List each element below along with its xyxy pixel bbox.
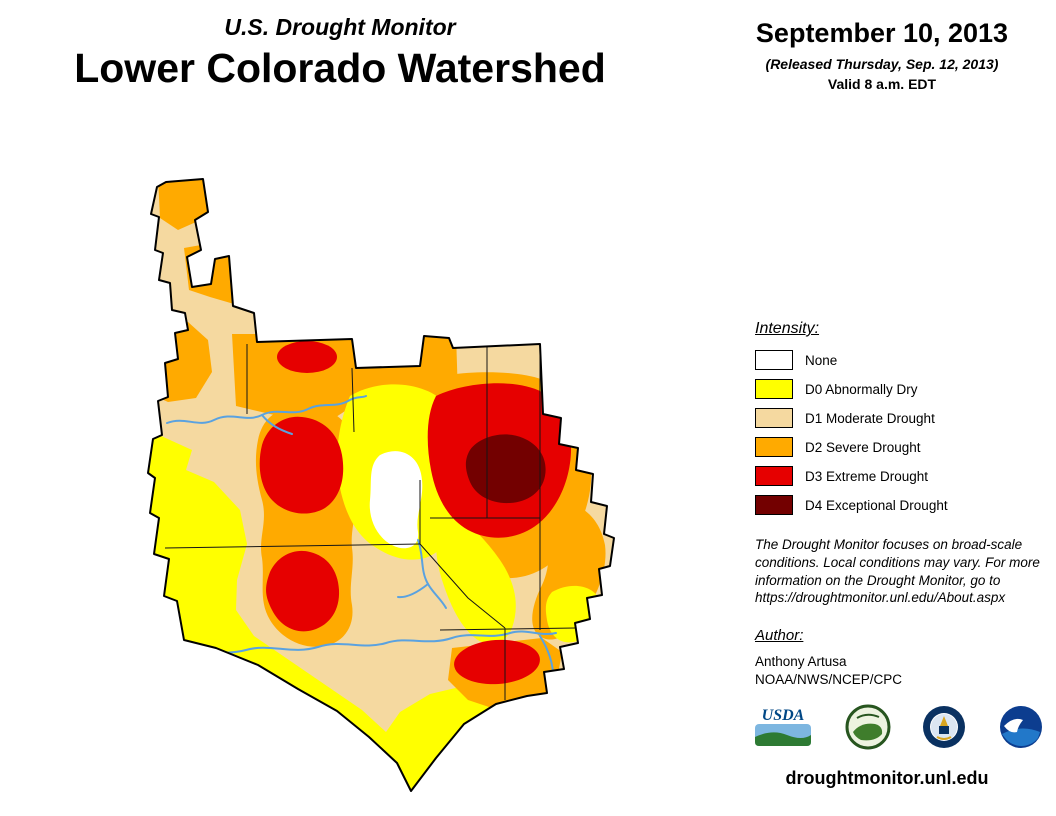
author-org: NOAA/NWS/NCEP/CPC [755,672,903,688]
release-info: (Released Thursday, Sep. 12, 2013) [765,56,999,72]
legend-swatch-d1 [755,408,793,428]
legend-row-d2: D2 Severe Drought [755,437,1047,457]
valid-time: Valid 8 a.m. EDT [827,76,937,92]
usda-logo-text: USDA [762,707,805,724]
legend-swatch-d2 [755,437,793,457]
legend-row-d0: D0 Abnormally Dry [755,379,1047,399]
report-date: September 10, 2013 [755,18,1009,48]
legend-label: D2 Severe Drought [805,439,921,455]
legend-row-d3: D3 Extreme Drought [755,466,1047,486]
legend-row-none: None [755,350,1047,370]
region-title: Lower Colorado Watershed [74,45,606,91]
agency-logos: USDA [752,704,1044,750]
author-block: Author: Anthony Artusa NOAA/NWS/NCEP/CPC [755,627,1045,689]
legend-swatch-d3 [755,466,793,486]
legend-swatch-d0 [755,379,793,399]
legend-swatch-d4 [755,495,793,515]
drought-map [147,178,615,792]
legend-label: D0 Abnormally Dry [805,381,918,397]
ndmc-logo [845,704,891,750]
usda-logo: USDA [755,707,811,746]
author-heading: Author: [755,627,804,644]
disclaimer-text: The Drought Monitor focuses on broad-sca… [755,537,1040,606]
date-block: September 10, 2013 (Released Thursday, S… [712,18,1052,92]
drought-regions [148,179,606,791]
legend-row-d4: D4 Exceptional Drought [755,495,1047,515]
legend-title: Intensity: [755,320,820,337]
intensity-legend: Intensity: None D0 Abnormally Dry D1 Mod… [755,320,1047,524]
header-titles: U.S. Drought Monitor Lower Colorado Wate… [30,14,650,92]
legend-label: D1 Moderate Drought [805,410,935,426]
author-name: Anthony Artusa [755,654,847,669]
report-title: U.S. Drought Monitor [224,14,456,40]
river-lines [166,395,557,691]
footer-url: droughtmonitor.unl.edu [785,768,989,788]
legend-label: D3 Extreme Drought [805,468,929,484]
legend-label: None [805,352,838,368]
noaa-logo [999,706,1042,748]
commerce-seal-logo [923,706,966,748]
legend-row-d1: D1 Moderate Drought [755,408,1047,428]
legend-label: D4 Exceptional Drought [805,497,948,513]
county-lines [164,344,576,700]
legend-swatch-none [755,350,793,370]
watershed-outline [147,178,615,792]
